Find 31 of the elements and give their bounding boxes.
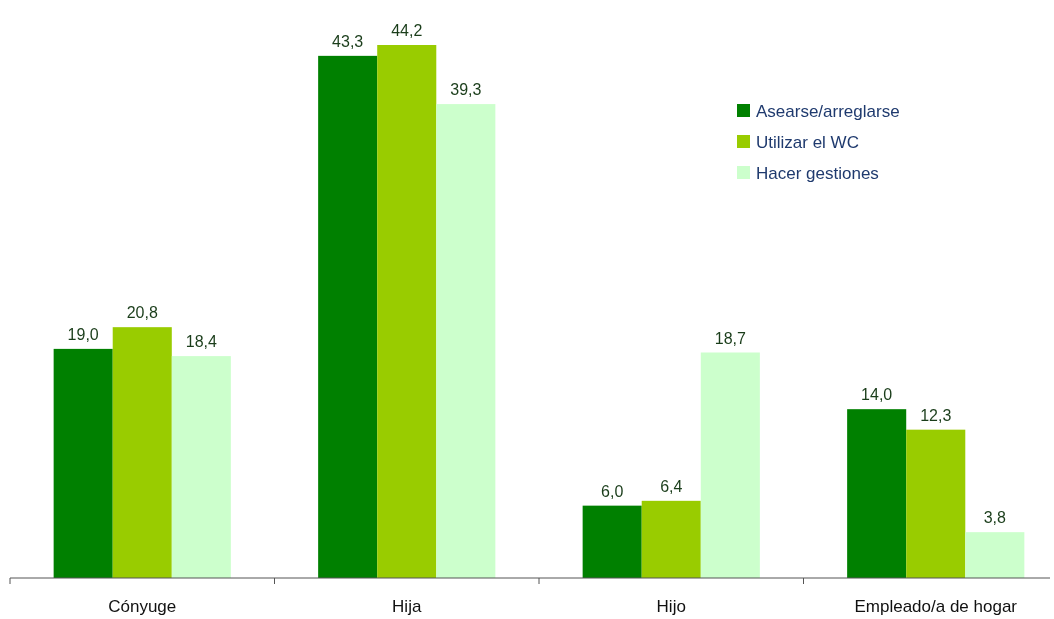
- data-label: 18,4: [185, 333, 217, 351]
- data-label: 14,0: [861, 386, 893, 404]
- bar: [700, 352, 760, 578]
- legend-label: Hacer gestiones: [756, 164, 879, 183]
- bar: [965, 532, 1025, 578]
- bar: [906, 429, 966, 578]
- bar: [112, 327, 172, 578]
- legend-label: Asearse/arreglarse: [756, 102, 900, 121]
- x-tick-label: Hija: [392, 597, 422, 616]
- data-label: 43,3: [332, 32, 364, 50]
- data-label: 20,8: [126, 304, 158, 322]
- x-tick-label: Cónyuge: [108, 597, 177, 616]
- data-label: 6,0: [601, 482, 624, 500]
- legend-label: Utilizar el WC: [756, 133, 859, 152]
- bar: [377, 45, 437, 578]
- bar: [641, 500, 701, 578]
- data-label: 44,2: [391, 22, 423, 39]
- data-label: 39,3: [450, 81, 482, 99]
- x-tick-label: Hijo: [656, 597, 686, 616]
- data-label: 18,7: [714, 329, 746, 347]
- x-tick-label: Empleado/a de hogar: [854, 597, 1018, 616]
- bar: [318, 55, 378, 578]
- data-label: 19,0: [67, 325, 99, 343]
- bar: [436, 104, 496, 578]
- bar: [847, 409, 907, 578]
- data-label: 12,3: [920, 406, 952, 424]
- data-label: 3,8: [983, 509, 1007, 527]
- bar: [582, 505, 642, 578]
- bar: [171, 356, 231, 578]
- data-label: 6,4: [660, 477, 683, 495]
- bar: [53, 348, 113, 578]
